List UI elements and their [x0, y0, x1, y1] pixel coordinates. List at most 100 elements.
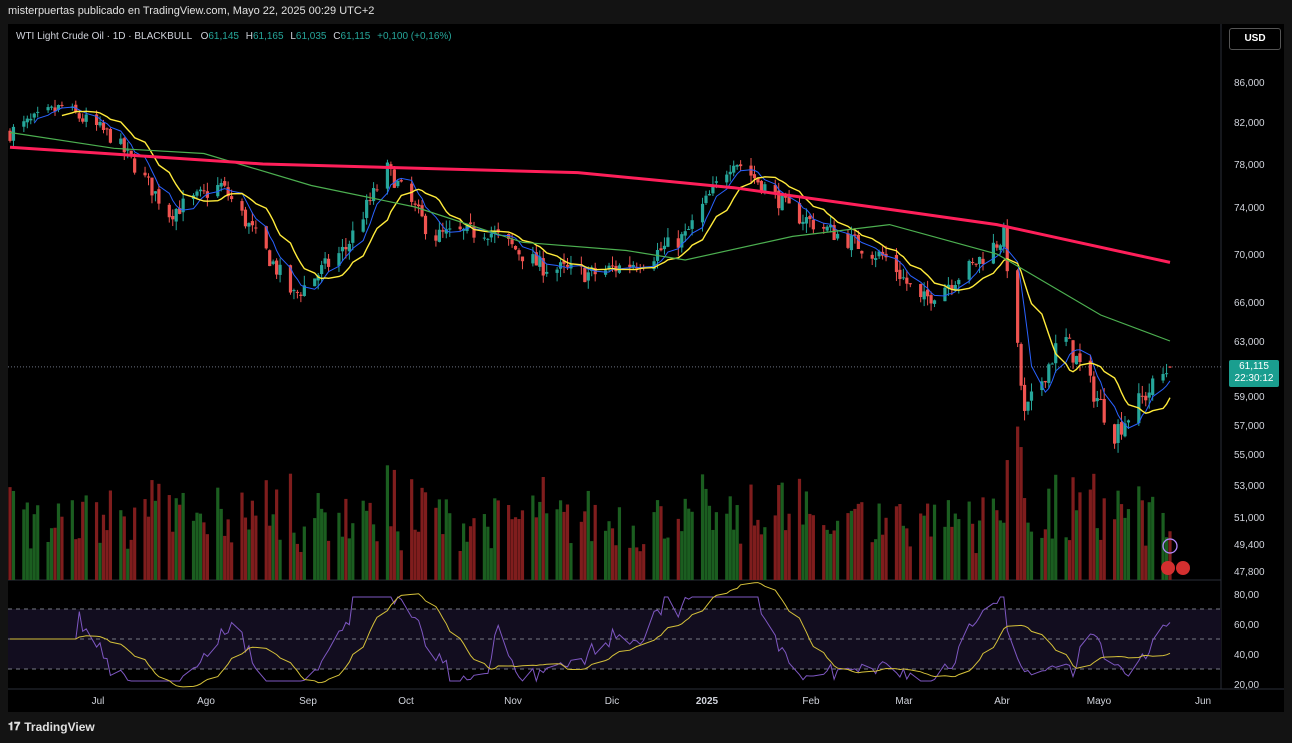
- volume-bar: [922, 515, 926, 580]
- time-tick-label: Mayo: [1087, 696, 1112, 707]
- candle-body: [704, 195, 708, 204]
- candle-body: [1123, 423, 1127, 437]
- candle-body: [1005, 225, 1009, 272]
- volume-bar: [11, 490, 16, 580]
- candle-body: [1151, 378, 1155, 396]
- event-flag-icon: [1161, 561, 1175, 575]
- candle-body: [392, 169, 396, 188]
- candle-body: [60, 104, 64, 107]
- candle-body: [773, 185, 777, 193]
- candle-body: [247, 223, 251, 227]
- candle-body: [1067, 337, 1072, 339]
- candle-body: [752, 174, 757, 179]
- candle-body: [36, 111, 40, 113]
- candle-body: [288, 265, 293, 293]
- candle-body: [1002, 227, 1006, 247]
- price-tick-label: 57,000: [1234, 421, 1265, 432]
- candle-body: [25, 118, 29, 123]
- volume-bar: [275, 489, 279, 580]
- candle-body: [610, 265, 615, 267]
- candle-body: [555, 269, 559, 273]
- volume-bar: [420, 487, 424, 580]
- volume-bar: [22, 509, 26, 580]
- candle-body: [732, 165, 736, 173]
- candle-body: [133, 158, 137, 173]
- candle-body: [108, 128, 113, 143]
- candle-body: [1168, 366, 1172, 368]
- candle-body: [901, 277, 905, 279]
- volume-bar: [8, 487, 12, 580]
- candle-body: [489, 233, 493, 238]
- volume-bar: [1016, 426, 1020, 580]
- oscillator-line: [10, 596, 1171, 683]
- candle-body: [371, 188, 376, 202]
- volume-bar: [1067, 540, 1072, 580]
- tradingview-logo[interactable]: 𝟏𝟕 TradingView: [8, 720, 95, 734]
- volume-bar: [399, 550, 403, 580]
- candle-body: [829, 224, 833, 228]
- symbol-name[interactable]: WTI Light Crude Oil · 1D · BLACKBULL: [16, 31, 192, 42]
- price-tick-label: 55,000: [1234, 450, 1265, 461]
- volume-bar: [607, 521, 611, 580]
- volume-bar: [856, 503, 860, 580]
- volume-bar: [32, 514, 36, 580]
- event-flash-icon: [1162, 538, 1178, 554]
- candle-body: [458, 226, 462, 230]
- volume-bar: [313, 518, 317, 580]
- candle-body: [223, 181, 227, 186]
- volume-bar: [1164, 537, 1169, 580]
- volume-bar: [1050, 538, 1054, 580]
- volume-bar: [323, 512, 327, 580]
- candle-body: [29, 118, 33, 121]
- candle-body: [922, 291, 926, 300]
- candle-body: [784, 195, 788, 198]
- candle-body: [448, 228, 452, 230]
- volume-bar: [739, 543, 743, 580]
- volume-bar: [264, 480, 268, 580]
- candle-body: [340, 246, 345, 252]
- volume-bar: [711, 529, 715, 580]
- open-value: 61,145: [208, 31, 239, 42]
- volume-bar: [25, 502, 29, 580]
- chart-canvas[interactable]: 86,000 82,000 78,000 74,000 70,000 66,000 63,0…: [8, 24, 1284, 712]
- currency-button[interactable]: USD: [1229, 28, 1281, 50]
- candle-body: [811, 219, 815, 230]
- candle-body: [8, 130, 12, 141]
- volume-bar: [205, 534, 209, 580]
- low-value: 61,035: [295, 31, 327, 42]
- volume-bar: [423, 492, 428, 580]
- price-tick-label: 49,400: [1234, 540, 1265, 551]
- candle-body: [825, 226, 829, 231]
- volume-bar: [46, 541, 50, 580]
- price-tick-label: 63,000: [1234, 337, 1265, 348]
- volume-bar: [94, 502, 99, 580]
- open-label: O: [200, 31, 209, 42]
- volume-bar: [808, 513, 812, 580]
- volume-bar: [77, 538, 81, 580]
- high-label: H: [245, 31, 253, 42]
- close-label: C: [333, 31, 341, 42]
- candle-body: [860, 250, 864, 254]
- volume-bar: [278, 539, 282, 580]
- candle-body: [167, 204, 171, 218]
- chart-frame[interactable]: 86,000 82,000 78,000 74,000 70,000 66,000 63,0…: [8, 24, 1284, 712]
- candle-body: [507, 234, 511, 239]
- candle-body: [950, 285, 954, 289]
- volume-bar: [714, 512, 718, 580]
- candle-body: [146, 176, 151, 178]
- volume-bar: [707, 505, 712, 580]
- volume-bar: [1144, 545, 1148, 580]
- candle-body: [11, 126, 16, 141]
- volume-bar: [1019, 447, 1023, 580]
- candle-body: [46, 107, 50, 111]
- candle-body: [143, 172, 147, 176]
- candle-body: [368, 200, 372, 202]
- volume-bar: [1040, 537, 1044, 580]
- volume-bar: [974, 553, 978, 580]
- volume-bar: [586, 490, 590, 580]
- candle-body: [437, 229, 441, 242]
- candle-body: [32, 113, 36, 118]
- volume-bar: [1074, 510, 1079, 580]
- candle-body: [465, 224, 469, 232]
- volume-bar: [157, 483, 161, 580]
